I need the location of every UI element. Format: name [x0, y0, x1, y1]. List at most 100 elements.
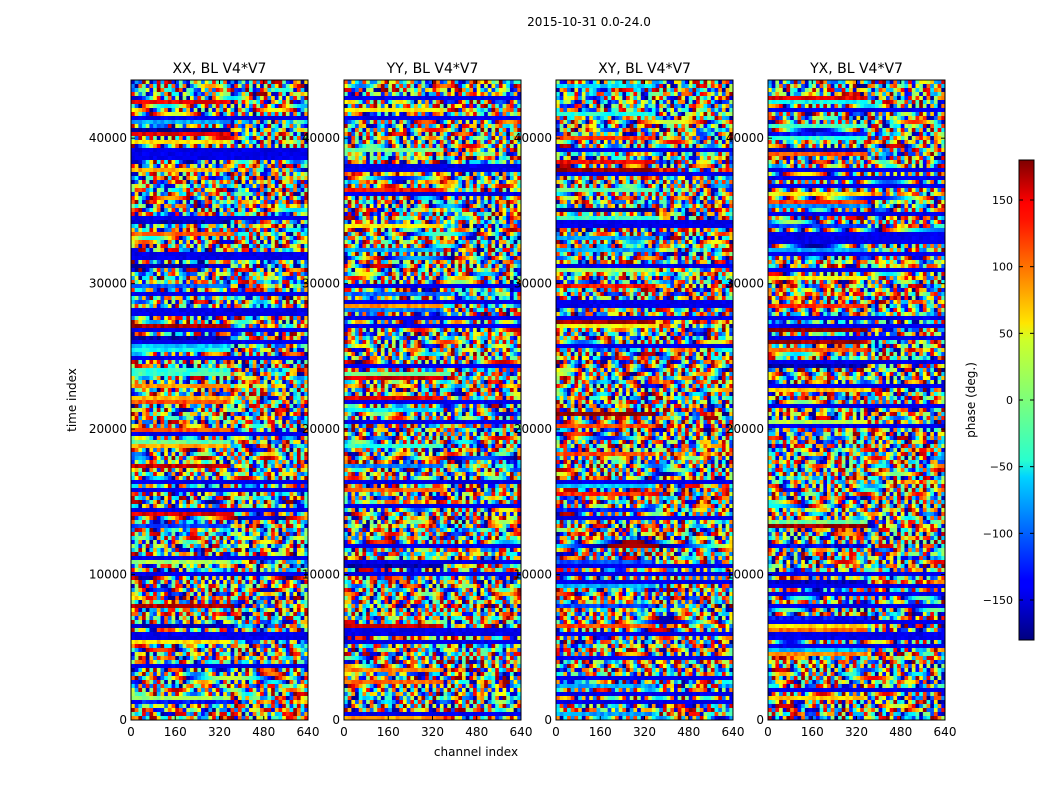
- heatmap-cell: [260, 164, 264, 168]
- heatmap-cell: [146, 108, 150, 112]
- heatmap-cell: [135, 232, 139, 236]
- heatmap-cell: [175, 344, 179, 348]
- heatmap-cell: [197, 192, 201, 196]
- heatmap-cell: [238, 108, 242, 112]
- heatmap-cell: [168, 216, 172, 220]
- heatmap-cell: [190, 404, 194, 408]
- heatmap-cell: [168, 368, 172, 372]
- heatmap-cell: [249, 348, 253, 352]
- heatmap-cell: [153, 108, 157, 112]
- heatmap-cell: [175, 352, 179, 356]
- heatmap-cell: [172, 396, 176, 400]
- heatmap-cell: [164, 296, 168, 300]
- heatmap-cell: [201, 160, 205, 164]
- heatmap-cell: [279, 204, 283, 208]
- heatmap-cell: [205, 268, 209, 272]
- heatmap-cell: [220, 396, 224, 400]
- heatmap-cell: [245, 264, 249, 268]
- heatmap-cell: [157, 164, 161, 168]
- heatmap-cell: [267, 272, 271, 276]
- heatmap-cell: [205, 188, 209, 192]
- heatmap-cell: [223, 356, 227, 360]
- heatmap-cell: [286, 188, 290, 192]
- heatmap-cell: [142, 148, 146, 152]
- heatmap-cell: [290, 160, 294, 164]
- heatmap-cell: [279, 348, 283, 352]
- heatmap-cell: [172, 248, 176, 252]
- heatmap-cell: [183, 84, 187, 88]
- heatmap-cell: [161, 172, 165, 176]
- heatmap-cell: [301, 168, 305, 172]
- heatmap-cell: [131, 200, 135, 204]
- heatmap-cell: [183, 296, 187, 300]
- heatmap-cell: [172, 360, 176, 364]
- heatmap-cell: [260, 120, 264, 124]
- heatmap-cell: [212, 356, 216, 360]
- heatmap-cell: [212, 156, 216, 160]
- heatmap-cell: [223, 288, 227, 292]
- heatmap-cell: [146, 372, 150, 376]
- heatmap-cell: [183, 404, 187, 408]
- heatmap-cell: [260, 116, 264, 120]
- heatmap-cell: [220, 256, 224, 260]
- heatmap-cell: [282, 236, 286, 240]
- heatmap-cell: [205, 140, 209, 144]
- heatmap-cell: [256, 192, 260, 196]
- heatmap-cell: [186, 272, 190, 276]
- heatmap-cell: [161, 92, 165, 96]
- heatmap-cell: [234, 140, 238, 144]
- heatmap-cell: [275, 316, 279, 320]
- heatmap-cell: [201, 308, 205, 312]
- heatmap-cell: [279, 304, 283, 308]
- heatmap-cell: [231, 372, 235, 376]
- heatmap-cell: [175, 396, 179, 400]
- heatmap-cell: [197, 380, 201, 384]
- heatmap-cell: [282, 288, 286, 292]
- heatmap-cell: [286, 224, 290, 228]
- heatmap-cell: [267, 120, 271, 124]
- heatmap-cell: [256, 164, 260, 168]
- heatmap-cell: [267, 352, 271, 356]
- heatmap-cell: [146, 280, 150, 284]
- heatmap-cell: [212, 92, 216, 96]
- heatmap-cell: [161, 236, 165, 240]
- heatmap-cell: [242, 268, 246, 272]
- heatmap-cell: [168, 132, 172, 136]
- heatmap-cell: [286, 80, 290, 84]
- heatmap-cell: [153, 308, 157, 312]
- heatmap-cell: [286, 380, 290, 384]
- heatmap-cell: [131, 300, 135, 304]
- heatmap-cell: [183, 284, 187, 288]
- heatmap-cell: [197, 156, 201, 160]
- heatmap-cell: [282, 272, 286, 276]
- heatmap-cell: [164, 320, 168, 324]
- heatmap-cell: [157, 84, 161, 88]
- heatmap-cell: [293, 224, 297, 228]
- heatmap-cell: [201, 300, 205, 304]
- heatmap-cell: [223, 308, 227, 312]
- heatmap-cell: [190, 216, 194, 220]
- heatmap-cell: [153, 296, 157, 300]
- heatmap-cell: [227, 104, 231, 108]
- heatmap-cell: [201, 228, 205, 232]
- heatmap-cell: [293, 324, 297, 328]
- heatmap-cell: [157, 236, 161, 240]
- heatmap-cell: [205, 80, 209, 84]
- heatmap-cell: [190, 84, 194, 88]
- heatmap-cell: [249, 360, 253, 364]
- heatmap-cell: [142, 240, 146, 244]
- heatmap-cell: [190, 328, 194, 332]
- heatmap-cell: [168, 260, 172, 264]
- heatmap-cell: [220, 224, 224, 228]
- heatmap-cell: [234, 80, 238, 84]
- heatmap-cell: [293, 368, 297, 372]
- heatmap-cell: [183, 360, 187, 364]
- heatmap-cell: [223, 156, 227, 160]
- heatmap-cell: [297, 344, 301, 348]
- heatmap-cell: [293, 200, 297, 204]
- heatmap-cell: [197, 196, 201, 200]
- heatmap-cell: [267, 368, 271, 372]
- heatmap-cell: [301, 368, 305, 372]
- heatmap-cell: [279, 344, 283, 348]
- heatmap-cell: [260, 404, 264, 408]
